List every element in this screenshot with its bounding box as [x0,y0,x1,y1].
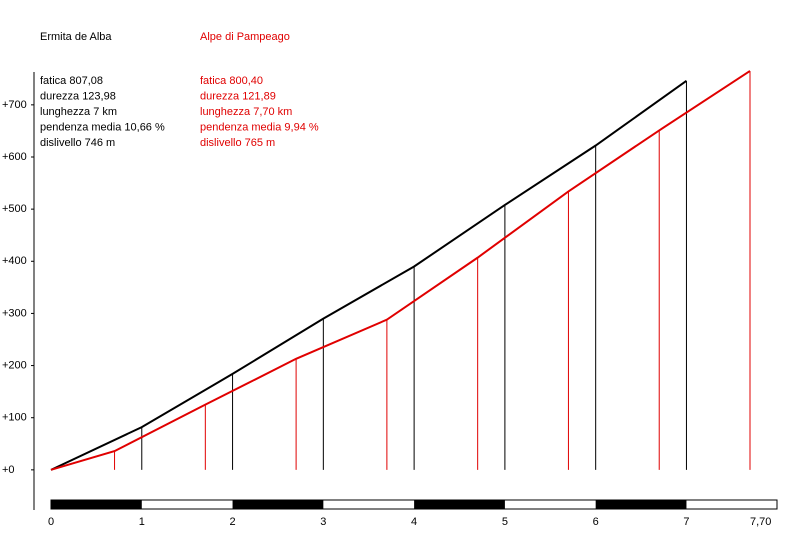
stat-text: dislivello 746 m [40,137,115,149]
km-segment [414,500,505,509]
y-tick-label: +0 [2,464,15,476]
x-tick-label: 4 [411,516,417,528]
stat-text: lunghezza 7,70 km [200,106,292,118]
y-tick-label: +500 [2,203,27,215]
stat-text: durezza 123,98 [40,90,116,102]
profile-line [50,70,751,471]
y-tick-label: +400 [2,255,27,267]
stat-text: durezza 121,89 [200,90,276,102]
y-tick-label: +100 [2,412,27,424]
y-tick-label: +600 [2,151,27,163]
x-tick-label: 2 [229,516,235,528]
stat-text: lunghezza 7 km [40,106,117,118]
stat-text: fatica 807,08 [40,75,103,87]
stat-text: pendenza media 10,66 % [40,121,165,133]
y-tick-label: +300 [2,307,27,319]
legend-label: Ermita de Alba [40,31,112,43]
y-tick-label: +200 [2,359,27,371]
x-tick-label: 0 [48,516,54,528]
x-tick-label: 3 [320,516,326,528]
km-segment [51,500,142,509]
x-tick-label: 1 [139,516,145,528]
y-tick-label: +700 [2,99,27,111]
x-tick-label: 7,70 [750,516,771,528]
legend-label: Alpe di Pampeago [200,31,290,43]
x-tick-label: 6 [593,516,599,528]
x-tick-label: 7 [683,516,689,528]
stat-text: fatica 800,40 [200,75,263,87]
km-segment [595,500,687,509]
stat-text: dislivello 765 m [200,137,275,149]
km-segment [232,500,324,509]
x-tick-label: 5 [502,516,508,528]
stat-text: pendenza media 9,94 % [200,121,319,133]
profile-line [50,80,688,471]
